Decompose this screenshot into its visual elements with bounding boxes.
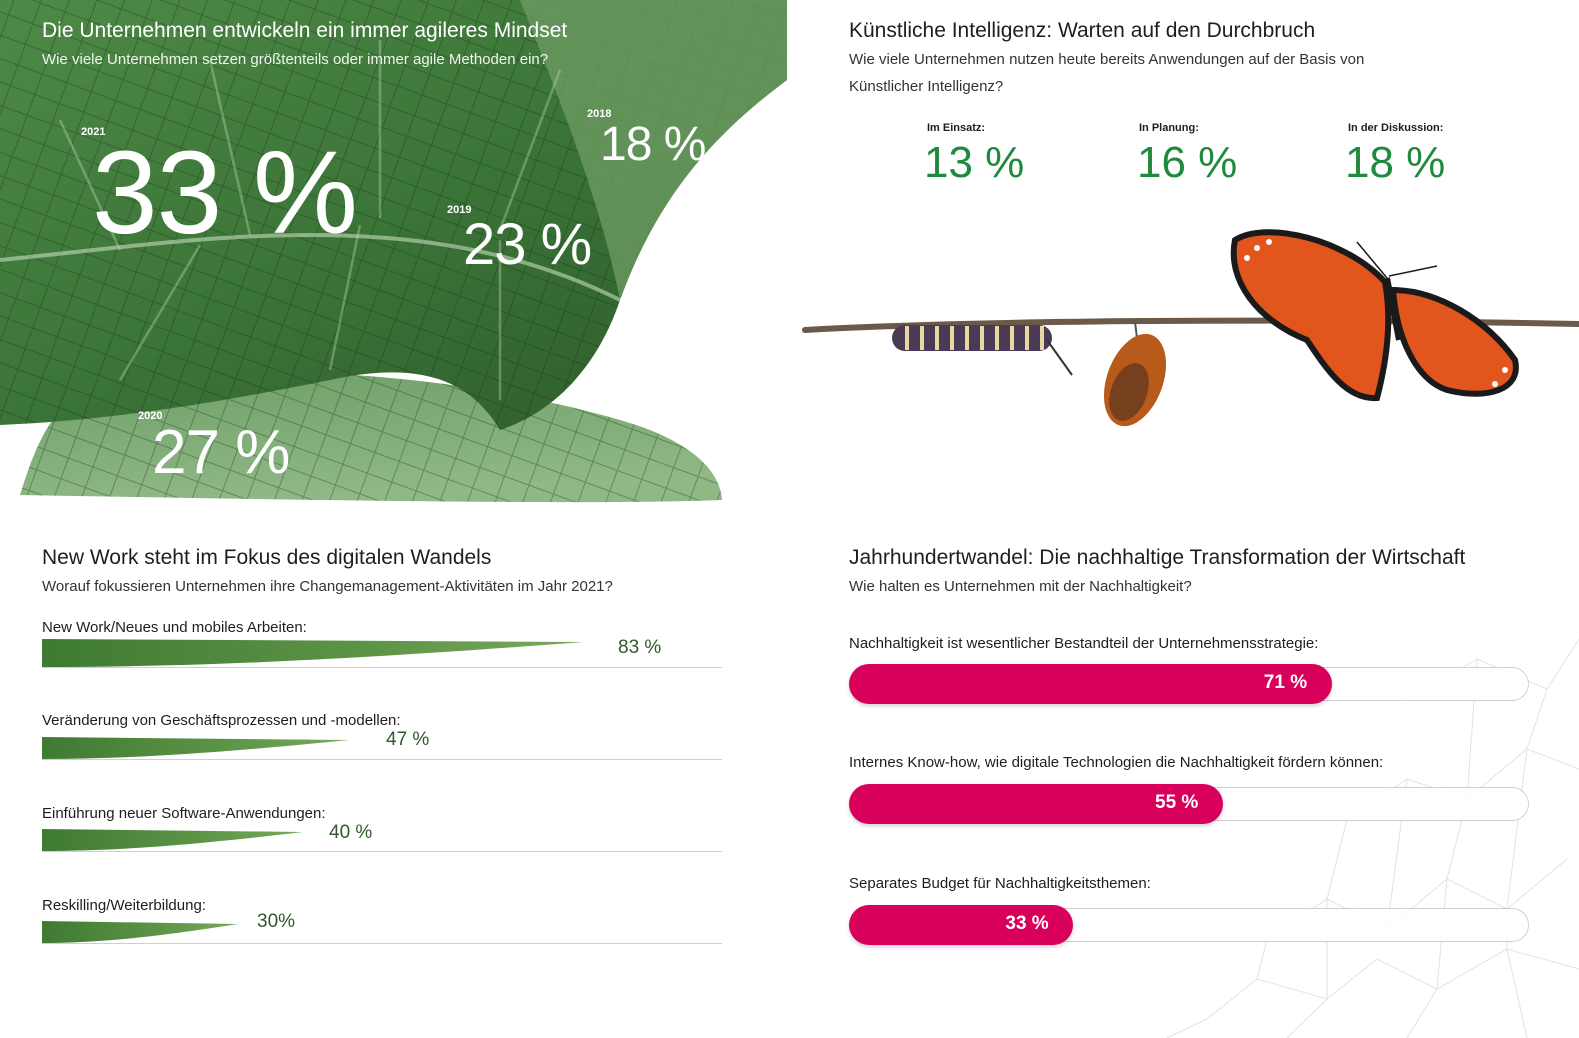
year-label-2019: 2019 [447,204,472,216]
value-2021: 33 % [92,127,358,259]
newwork-label-4: Reskilling/Weiterbildung: [42,897,206,914]
newwork-subtitle: Worauf fokussieren Unternehmen ihre Chan… [42,578,613,595]
newwork-baseline-2 [42,759,722,760]
nachhaltig-title: Jahrhundertwandel: Die nachhaltige Trans… [849,546,1466,569]
newwork-label-1: New Work/Neues und mobiles Arbeiten: [42,619,307,636]
newwork-panel: New Work steht im Fokus des digitalen Wa… [0,519,787,1038]
newwork-value-3: 40 % [329,822,373,843]
newwork-bar-1 [42,639,584,667]
nachhaltig-label-3: Separates Budget für Nachhaltigkeitsthem… [849,875,1151,892]
newwork-baseline-3 [42,851,722,852]
leaf-illustration [0,0,787,503]
newwork-baseline-1 [42,667,722,668]
ki-label-in-der-diskussion: In der Diskussion: [1348,122,1444,134]
ki-value-in-planung: 16 % [1137,138,1238,187]
value-2020: 27 % [152,418,290,487]
newwork-bar-2 [42,737,349,759]
value-2018: 18 % [600,118,706,171]
ki-value-in-der-diskussion: 18 % [1345,138,1446,187]
nachhaltig-label-2: Internes Know-how, wie digitale Technolo… [849,754,1384,771]
nachhaltig-bar-2 [849,784,1223,824]
ki-label-in-planung: In Planung: [1139,122,1199,134]
agile-panel: Die Unternehmen entwickeln ein immer agi… [0,0,787,519]
nachhaltig-label-1: Nachhaltigkeit ist wesentlicher Bestandt… [849,635,1319,652]
newwork-value-4: 30% [257,911,296,932]
value-2019: 23 % [463,212,592,277]
newwork-label-3: Einführung neuer Software-Anwendungen: [42,805,326,822]
newwork-title: New Work steht im Fokus des digitalen Wa… [42,546,492,569]
nachhaltig-bar-3 [849,905,1074,945]
nachhaltig-panel: Jahrhundertwandel: Die nachhaltige Trans… [787,519,1579,1038]
agile-title: Die Unternehmen entwickeln ein immer agi… [42,19,568,42]
newwork-label-2: Veränderung von Geschäftsprozessen und -… [42,712,401,729]
ki-panel: Künstliche Intelligenz: Warten auf den D… [787,0,1579,519]
year-label-2021: 2021 [81,126,106,138]
ki-label-im-einsatz: Im Einsatz: [927,122,986,134]
newwork-bar-3 [42,829,304,851]
caterpillar-icon [892,325,1073,376]
nachhaltig-value-1: 71 % [1263,672,1308,693]
nachhaltig-value-2: 55 % [1155,792,1199,813]
newwork-baseline-4 [42,943,722,944]
ki-subtitle: Wie viele Unternehmen nutzen heute berei… [849,51,1365,95]
ki-value-im-einsatz: 13 % [924,138,1025,187]
newwork-value-1: 83 % [618,637,662,658]
agile-subtitle: Wie viele Unternehmen setzen größtenteil… [42,51,549,68]
year-label-2018: 2018 [587,108,612,120]
metamorphosis-illustration [802,229,1579,427]
butterfly-icon [1230,229,1519,402]
nachhaltig-bar-1 [849,664,1332,704]
chrysalis-icon [1103,321,1167,427]
nachhaltig-value-3: 33 % [1005,913,1049,934]
newwork-bars [42,639,584,943]
nachhaltig-subtitle: Wie halten es Unternehmen mit der Nachha… [849,578,1192,595]
ki-title: Künstliche Intelligenz: Warten auf den D… [849,19,1316,42]
newwork-value-2: 47 % [386,729,430,750]
newwork-bar-4 [42,921,238,943]
year-label-2020: 2020 [138,410,163,422]
